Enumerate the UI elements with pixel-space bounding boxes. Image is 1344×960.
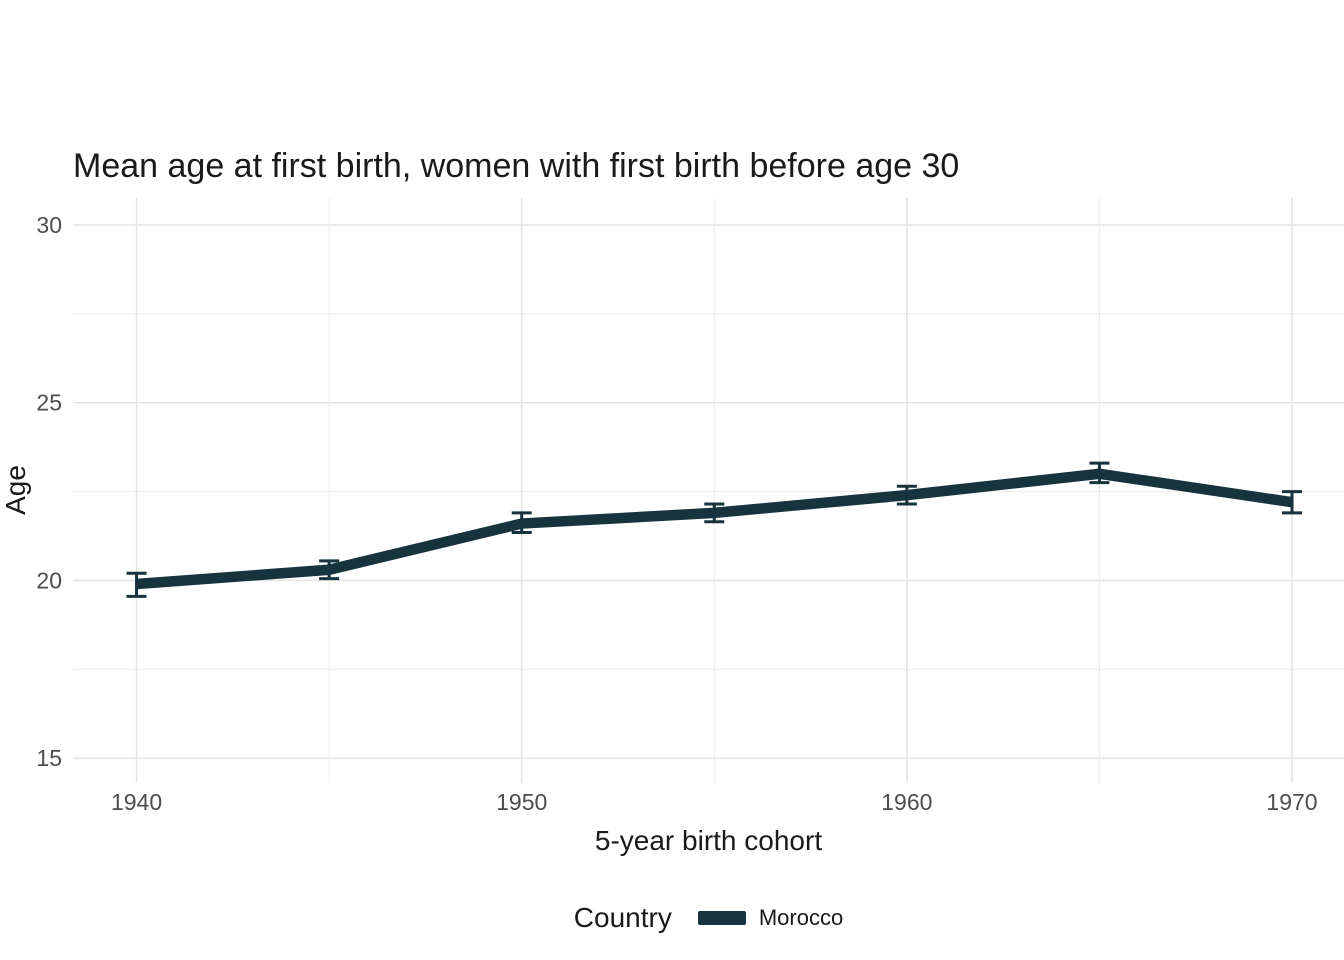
x-tick-label: 1960 [881, 789, 932, 815]
legend: Country Morocco [73, 902, 1344, 934]
x-tick-label: 1970 [1266, 789, 1317, 815]
series-line-morocco [136, 468, 1293, 590]
y-axis-title: Age [0, 465, 31, 515]
legend-title: Country [573, 902, 672, 933]
y-tick-label: 30 [36, 212, 62, 238]
plot-title: Mean age at first birth, women with firs… [73, 147, 960, 185]
x-axis-title: 5-year birth cohort [594, 825, 823, 856]
y-tick-label: 25 [36, 390, 62, 416]
x-tick-label: 1940 [111, 789, 162, 815]
legend-item-label: Morocco [758, 905, 844, 930]
y-tick-label: 15 [36, 745, 62, 771]
y-tick-label: 20 [36, 567, 62, 593]
x-tick-label: 1950 [496, 789, 547, 815]
legend-line-swatch [697, 911, 746, 925]
